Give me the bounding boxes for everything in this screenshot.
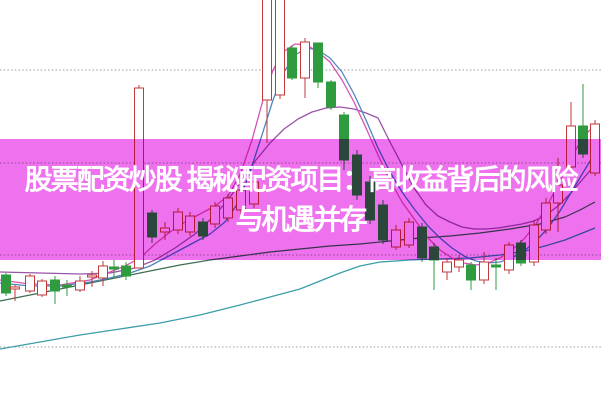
headline-line-1: 股票配资炒股 揭秘配资项目：高收益背后的风险 [24, 163, 579, 195]
candle-body [454, 259, 464, 268]
candle-body [275, 0, 285, 96]
candle-body [1, 274, 11, 294]
candle-body [10, 286, 20, 290]
candle-body [466, 264, 476, 281]
candle-body [262, 0, 272, 101]
candle-body [98, 265, 108, 279]
candle-body [62, 284, 72, 288]
candle-body [479, 261, 489, 281]
headline-banner [0, 139, 601, 260]
candle-body [121, 265, 131, 277]
candle-body [37, 280, 47, 296]
candle-body [109, 266, 119, 270]
candle-body [313, 42, 323, 83]
candle-body [25, 275, 35, 292]
candle-body [491, 264, 501, 268]
candle-body [87, 274, 97, 278]
candle-body [75, 280, 85, 291]
headline-text-block: 股票配资炒股 揭秘配资项目：高收益背后的风险 与机遇并存 [0, 139, 601, 260]
candle-body [50, 279, 60, 292]
candle-body [287, 47, 297, 79]
candle-body [300, 41, 310, 79]
candle-body [326, 81, 336, 108]
candle-body [442, 261, 452, 273]
headline-line-2: 与机遇并存 [235, 203, 367, 235]
